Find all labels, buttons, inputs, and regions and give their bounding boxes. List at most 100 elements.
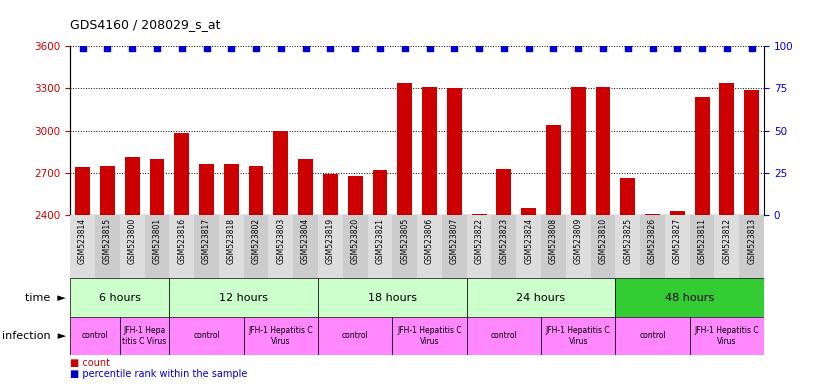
Bar xyxy=(244,317,318,355)
Text: GSM523824: GSM523824 xyxy=(525,218,533,264)
Point xyxy=(249,45,263,51)
Bar xyxy=(566,215,591,278)
Bar xyxy=(397,83,412,215)
Text: control: control xyxy=(193,331,220,341)
Bar xyxy=(318,317,392,355)
Bar xyxy=(615,317,690,355)
Point xyxy=(745,45,758,51)
Bar xyxy=(392,317,467,355)
Bar xyxy=(496,169,511,215)
Text: 12 hours: 12 hours xyxy=(219,293,268,303)
Text: GSM523820: GSM523820 xyxy=(351,218,359,264)
Text: GSM523800: GSM523800 xyxy=(128,218,136,265)
Bar xyxy=(467,215,491,278)
Text: GDS4160 / 208029_s_at: GDS4160 / 208029_s_at xyxy=(70,18,221,31)
Bar xyxy=(417,215,442,278)
Text: GSM523816: GSM523816 xyxy=(178,218,186,264)
Bar xyxy=(521,208,536,215)
Bar xyxy=(695,97,710,215)
Bar xyxy=(125,157,140,215)
Bar xyxy=(249,166,263,215)
Bar xyxy=(343,215,368,278)
Text: GSM523815: GSM523815 xyxy=(103,218,112,264)
Bar xyxy=(323,174,338,215)
Text: JFH-1 Hepatitis C
Virus: JFH-1 Hepatitis C Virus xyxy=(397,326,462,346)
Point xyxy=(299,45,312,51)
Bar xyxy=(491,215,516,278)
Text: 48 hours: 48 hours xyxy=(665,293,714,303)
Bar xyxy=(596,87,610,215)
Point xyxy=(150,45,164,51)
Bar xyxy=(293,215,318,278)
Text: GSM523822: GSM523822 xyxy=(475,218,483,264)
Point xyxy=(200,45,213,51)
Bar xyxy=(273,131,288,215)
Text: control: control xyxy=(342,331,368,341)
Text: GSM523813: GSM523813 xyxy=(748,218,756,264)
Text: ■ percentile rank within the sample: ■ percentile rank within the sample xyxy=(70,369,248,379)
Text: GSM523818: GSM523818 xyxy=(227,218,235,264)
Bar xyxy=(219,215,244,278)
Text: GSM523821: GSM523821 xyxy=(376,218,384,264)
Bar xyxy=(640,215,665,278)
Bar xyxy=(516,215,541,278)
Point xyxy=(596,45,610,51)
Text: GSM523806: GSM523806 xyxy=(425,218,434,265)
Point xyxy=(274,45,287,51)
Bar xyxy=(392,215,417,278)
Point xyxy=(373,45,387,51)
Point xyxy=(646,45,659,51)
Text: JFH-1 Hepa
titis C Virus: JFH-1 Hepa titis C Virus xyxy=(122,326,167,346)
Bar xyxy=(70,278,169,317)
Point xyxy=(472,45,486,51)
Point xyxy=(547,45,560,51)
Bar xyxy=(615,278,764,317)
Bar xyxy=(719,83,734,215)
Point xyxy=(126,45,139,51)
Point xyxy=(324,45,337,51)
Point xyxy=(349,45,362,51)
Bar xyxy=(120,215,145,278)
Text: 6 hours: 6 hours xyxy=(99,293,140,303)
Bar xyxy=(268,215,293,278)
Point xyxy=(720,45,733,51)
Bar xyxy=(373,170,387,215)
Bar xyxy=(467,317,541,355)
Text: GSM523801: GSM523801 xyxy=(153,218,161,264)
Bar xyxy=(120,317,169,355)
Text: time  ►: time ► xyxy=(26,293,66,303)
Bar xyxy=(571,87,586,215)
Bar xyxy=(224,164,239,215)
Bar xyxy=(194,215,219,278)
Point xyxy=(671,45,684,51)
Bar xyxy=(169,215,194,278)
Text: GSM523804: GSM523804 xyxy=(301,218,310,265)
Text: control: control xyxy=(82,331,108,341)
Text: GSM523805: GSM523805 xyxy=(401,218,409,265)
Bar xyxy=(690,215,714,278)
Text: GSM523808: GSM523808 xyxy=(549,218,558,264)
Text: GSM523825: GSM523825 xyxy=(624,218,632,264)
Text: GSM523823: GSM523823 xyxy=(500,218,508,264)
Text: JFH-1 Hepatitis C
Virus: JFH-1 Hepatitis C Virus xyxy=(546,326,610,346)
Point xyxy=(423,45,436,51)
Text: GSM523809: GSM523809 xyxy=(574,218,582,265)
Text: GSM523802: GSM523802 xyxy=(252,218,260,264)
Bar xyxy=(690,317,764,355)
Bar xyxy=(645,214,660,215)
Point xyxy=(621,45,634,51)
Bar xyxy=(70,317,120,355)
Text: control: control xyxy=(639,331,666,341)
Text: control: control xyxy=(491,331,517,341)
Text: GSM523807: GSM523807 xyxy=(450,218,458,265)
Bar xyxy=(546,125,561,215)
Point xyxy=(448,45,461,51)
Bar xyxy=(298,159,313,215)
Bar xyxy=(541,317,615,355)
Point xyxy=(522,45,535,51)
Text: GSM523826: GSM523826 xyxy=(648,218,657,264)
Text: GSM523812: GSM523812 xyxy=(723,218,731,264)
Text: GSM523827: GSM523827 xyxy=(673,218,681,264)
Text: GSM523810: GSM523810 xyxy=(599,218,607,264)
Bar xyxy=(368,215,392,278)
